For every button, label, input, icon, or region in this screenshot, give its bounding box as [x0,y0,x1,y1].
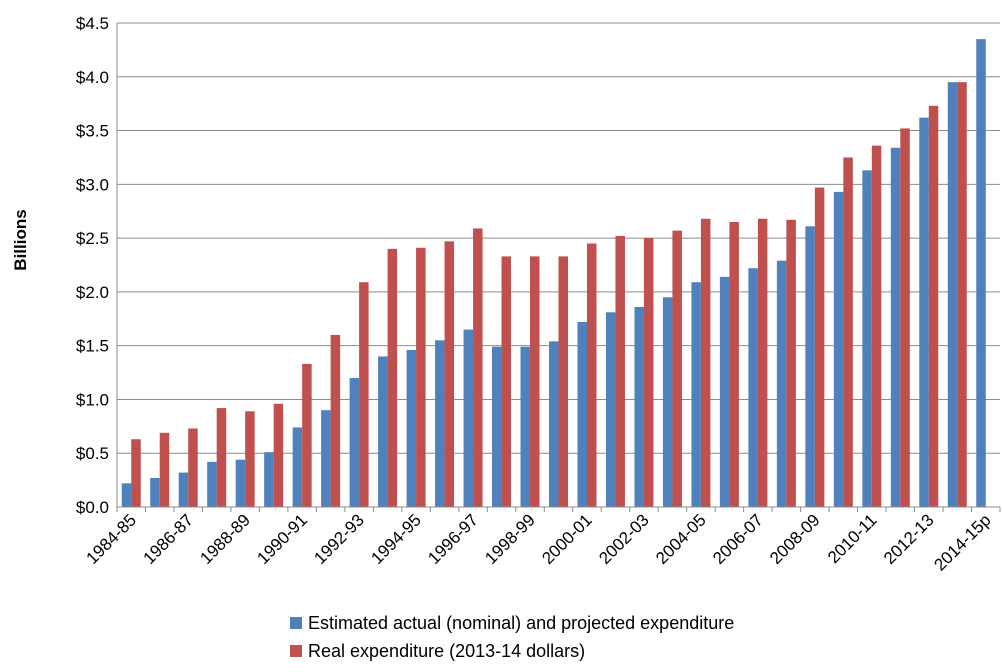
bar-real [672,230,682,508]
bar-real [387,248,398,507]
bar-real [245,411,255,507]
bar-real [729,221,739,507]
bar-nominal [691,282,701,507]
x-tick-label: 2008-09 [766,510,824,568]
y-tick-label: $2.5 [76,229,109,248]
y-tick-label: $0.5 [76,444,109,463]
bar-nominal [947,82,958,508]
bar-real [501,256,512,507]
x-tick-label: 2004-05 [652,510,710,568]
bar-real [359,282,369,507]
legend-swatch-nominal [290,617,302,629]
x-tick-label: 1984-85 [83,510,141,568]
y-tick-label: $2.0 [76,283,109,302]
bar-nominal [776,260,787,507]
x-tick-label: 1998-99 [481,510,539,568]
legend-swatch-real [290,645,302,657]
y-tick-label: $4.5 [76,14,109,33]
bar-real [159,432,170,507]
legend: Estimated actual (nominal) and projected… [290,613,734,661]
legend-label-real: Real expenditure (2013-14 dollars) [308,641,585,661]
bar-real [188,428,198,507]
bar-nominal [833,191,844,507]
bar-real [444,241,455,508]
bar-nominal [150,477,160,507]
bar-nominal [805,226,815,507]
x-tick-label: 2006-07 [709,510,767,568]
legend-label-nominal: Estimated actual (nominal) and projected… [308,613,734,633]
bar-real [843,157,853,507]
bar-nominal [577,322,587,507]
bar-nominal [976,39,986,508]
x-tick-label: 2010-11 [824,510,881,567]
bar-nominal [292,427,303,507]
y-tick-label: $1.5 [76,337,109,356]
bar-nominal [520,346,531,507]
bars [121,39,986,508]
x-tick-label: 2002-03 [595,510,653,568]
bar-nominal [378,356,388,507]
bar-real [558,256,568,507]
bar-nominal [634,306,644,507]
bar-nominal [321,410,331,507]
bar-real [586,243,597,507]
bar-real [330,334,341,507]
x-tick-label: 1996-97 [424,510,482,568]
bar-real [900,128,910,507]
bar-real [786,219,796,507]
bar-nominal [349,377,360,507]
x-tick-label: 1990-91 [253,510,311,568]
bar-real [928,105,939,507]
bar-nominal [178,472,189,507]
y-tick-label: $4.0 [76,68,109,87]
bar-nominal [492,346,502,507]
x-axis-tick-labels: 1984-85 1986-87 1988-89 1990-91 1992-93 1994-… [83,510,995,574]
x-tick-label: 1994-95 [367,510,425,568]
bar-real [957,82,967,508]
gridlines [117,22,1000,454]
bar-nominal [463,329,474,507]
bar-real [814,187,825,507]
bar-real [131,439,141,507]
bar-nominal [719,276,730,507]
bar-real [871,145,882,507]
bar-real [615,235,625,507]
bar-real [473,228,483,508]
bar-nominal [264,452,274,507]
bar-nominal [890,147,901,507]
bar-nominal [862,170,872,507]
bar-nominal [748,268,758,507]
y-tick-label: $1.0 [76,390,109,409]
bar-nominal [605,312,616,507]
bar-nominal [406,349,417,507]
x-tick-label: 1986-87 [139,510,197,568]
bar-real [302,363,312,507]
bar-nominal [435,340,445,507]
bar-nominal [549,341,559,507]
x-tick-label: 2014-15p [930,510,994,574]
bar-nominal [235,459,246,507]
bar-real [273,403,284,507]
bar-real [643,238,654,507]
bar-nominal [121,483,132,507]
y-axis-tick-labels: $0.0 $0.5 $1.0 $1.5 $2.0 $2.5 $3.0 $3.5 $4.0 $4.5 [76,14,109,517]
bar-real [416,247,426,507]
bar-real [757,218,768,508]
bar-nominal [919,117,929,507]
bar-nominal [662,297,673,507]
y-tick-label: $0.0 [76,498,109,517]
x-tick-label: 1988-89 [196,510,254,568]
x-axis [116,23,1001,512]
y-tick-label: $3.5 [76,122,109,141]
bar-real [530,256,540,507]
y-tick-label: $3.0 [76,175,109,194]
x-tick-label: 2012-13 [880,510,938,568]
bar-real [216,408,227,507]
y-axis-label: Billions [11,209,30,270]
bar-nominal [207,461,217,507]
x-tick-label: 1992-93 [310,510,368,568]
bar-real [700,218,711,508]
x-tick-label: 2000-01 [538,510,596,568]
